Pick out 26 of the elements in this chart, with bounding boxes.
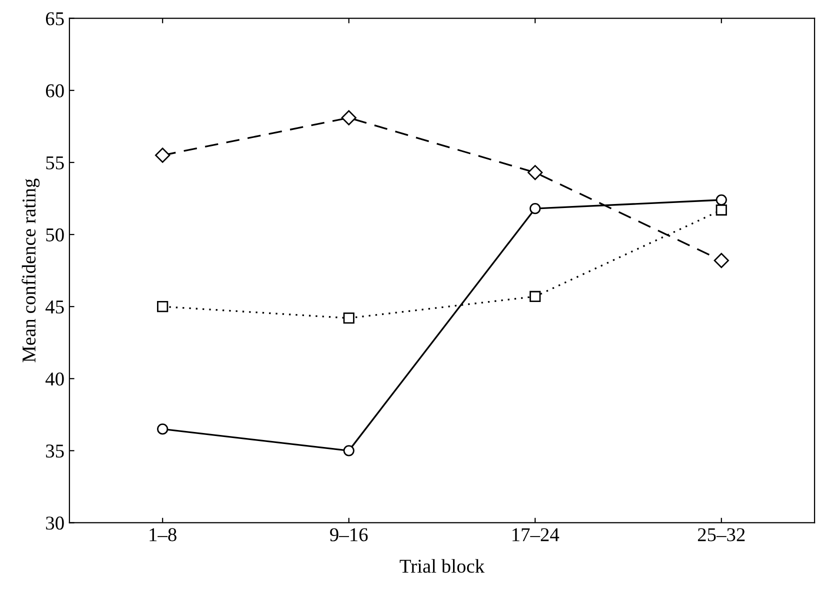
x-tick-label: 9–16 bbox=[330, 528, 368, 542]
y-axis-title: Mean confidence rating bbox=[22, 178, 40, 362]
point bbox=[716, 204, 727, 216]
point bbox=[343, 312, 354, 324]
y-tick-label: 50 bbox=[46, 228, 64, 242]
point bbox=[157, 424, 168, 435]
x-axis-title: Trial block bbox=[400, 559, 485, 573]
y-tick-label: 55 bbox=[46, 156, 64, 170]
x-tick-label: 1–8 bbox=[150, 528, 176, 542]
y-tick-label: 30 bbox=[46, 516, 64, 530]
x-tick-label: 25–32 bbox=[698, 528, 745, 542]
y-tick-label: 35 bbox=[46, 444, 64, 458]
point bbox=[716, 194, 727, 206]
point bbox=[157, 301, 168, 312]
point bbox=[530, 203, 541, 214]
point bbox=[343, 445, 354, 456]
point bbox=[528, 164, 543, 180]
y-tick-label: 65 bbox=[46, 12, 64, 26]
point bbox=[155, 148, 170, 163]
y-tick-label: 40 bbox=[46, 372, 64, 386]
point bbox=[714, 252, 729, 268]
point bbox=[530, 290, 541, 302]
y-tick-label: 45 bbox=[46, 300, 64, 314]
point bbox=[341, 110, 356, 126]
x-tick-label: 17–24 bbox=[512, 528, 560, 542]
y-tick-label: 60 bbox=[46, 84, 64, 98]
